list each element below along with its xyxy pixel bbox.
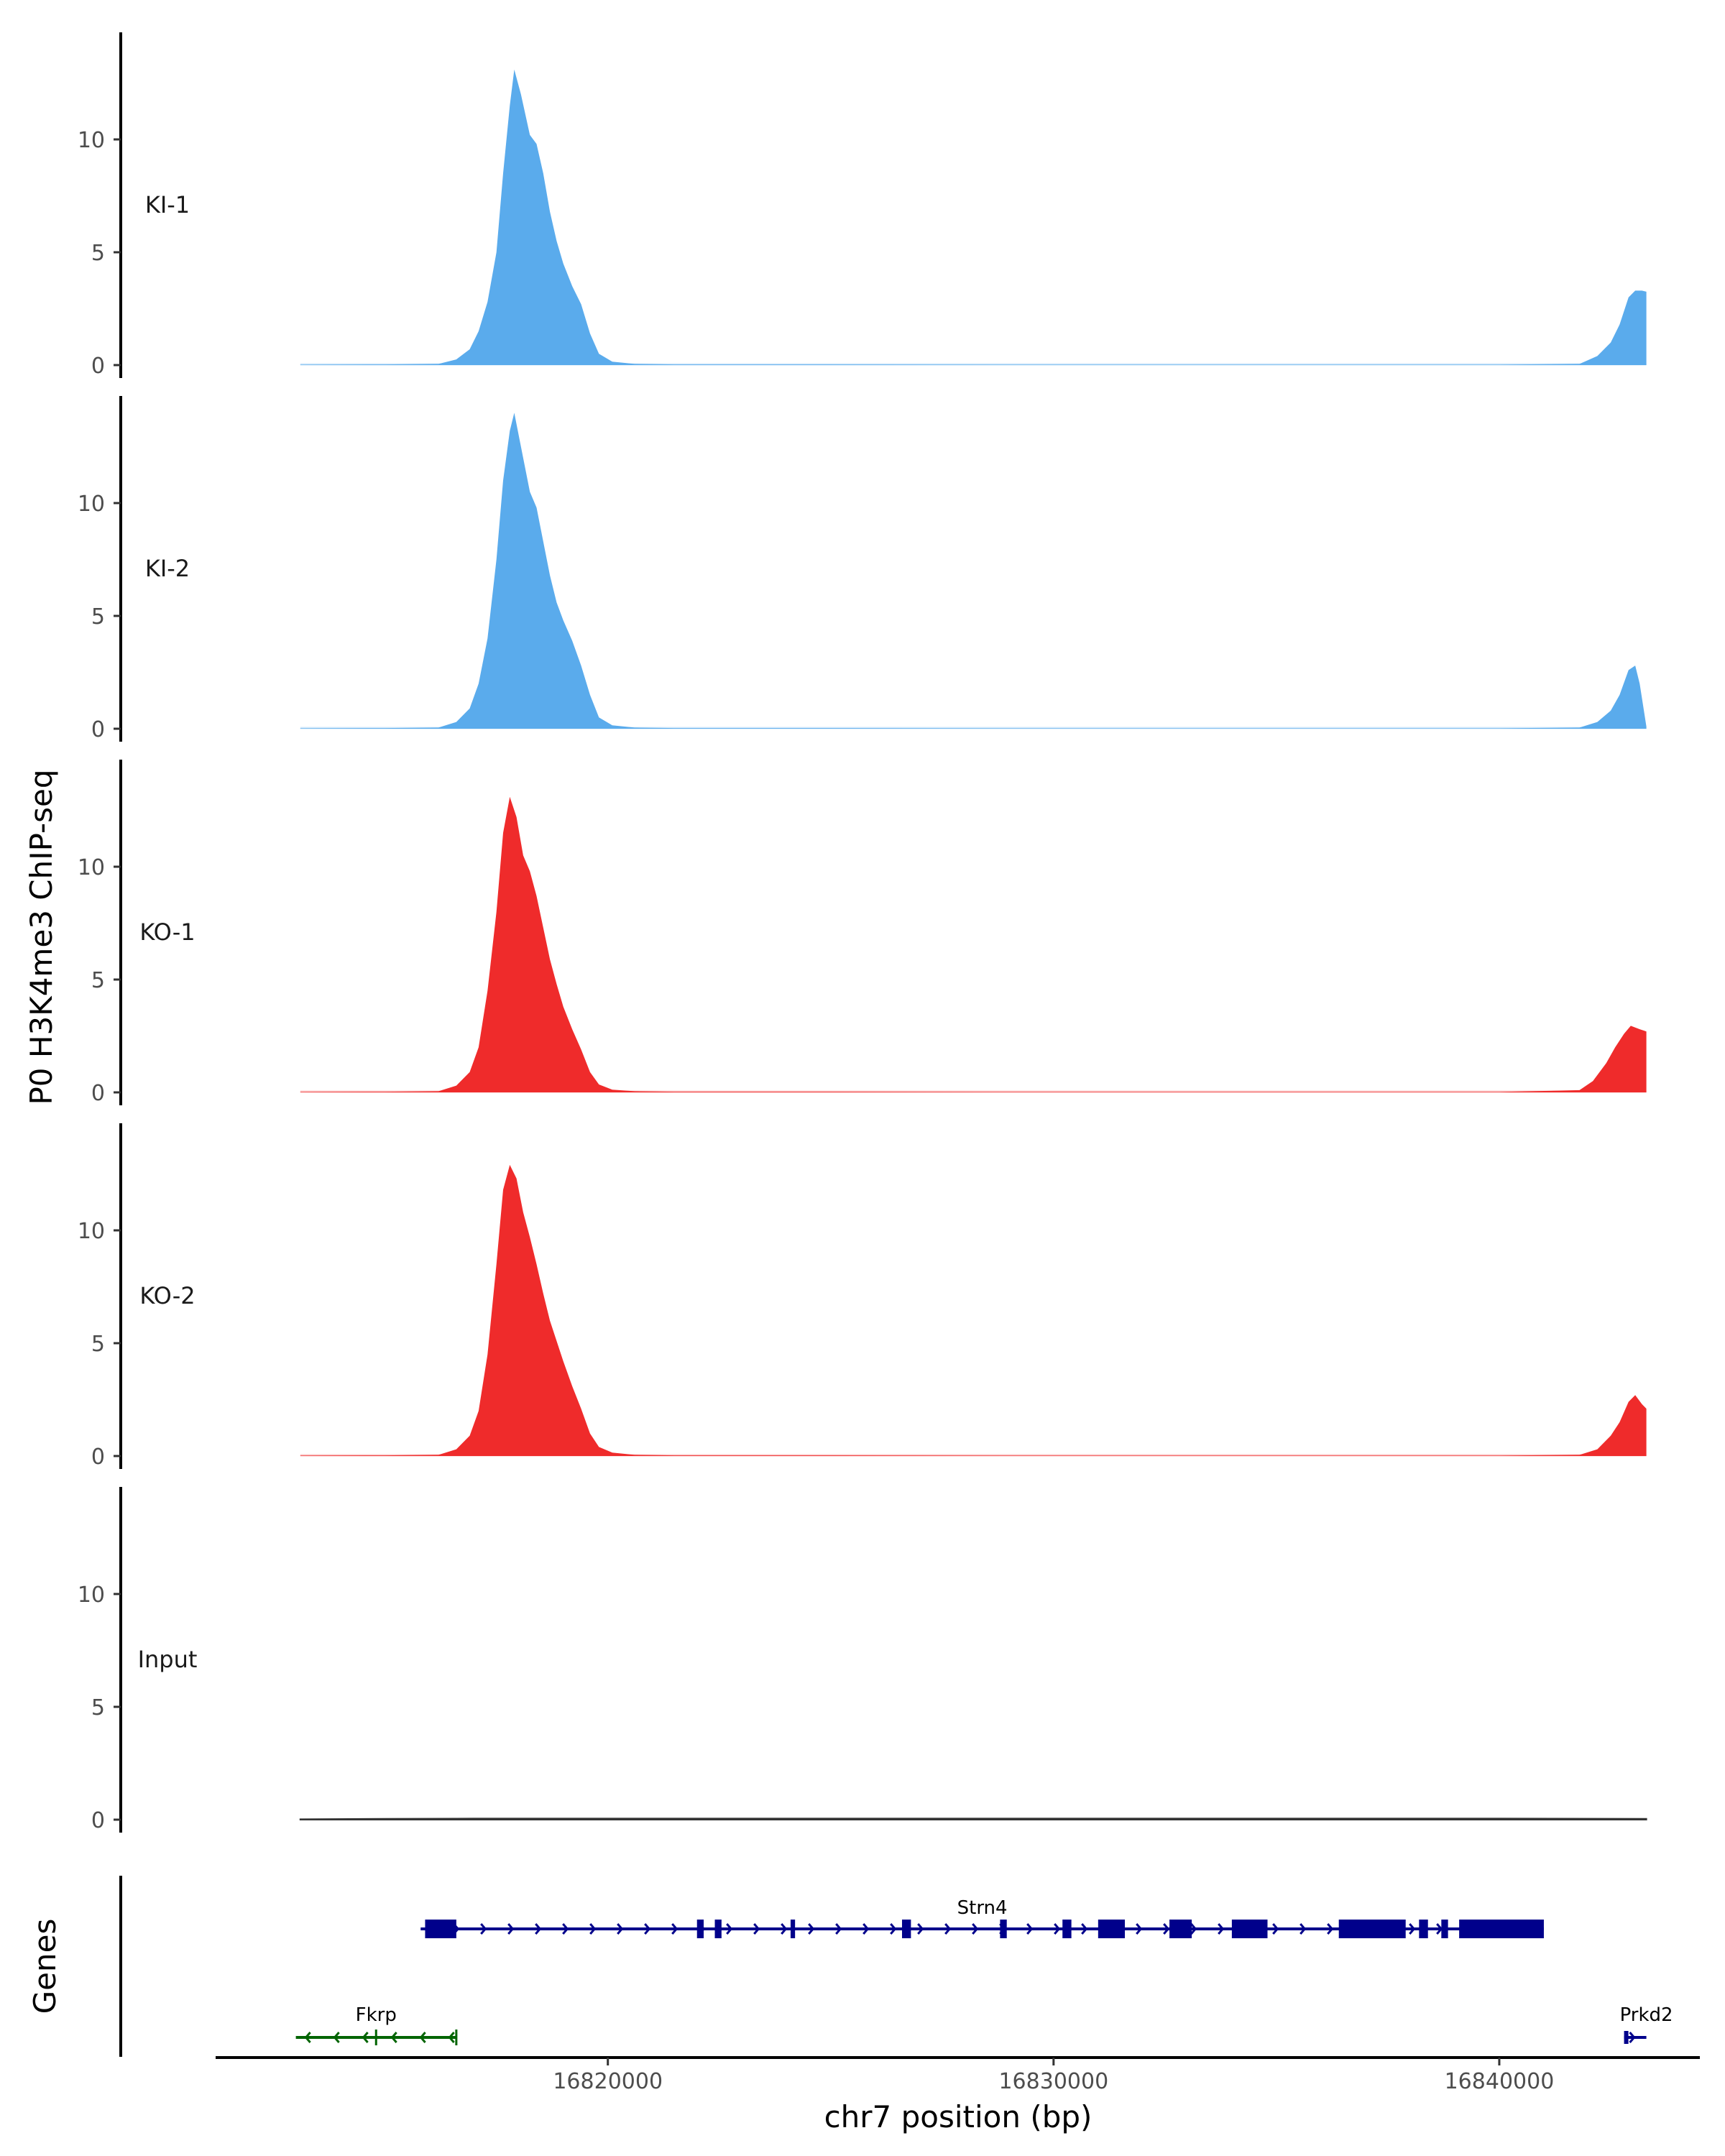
track-label: KI-1 — [145, 191, 190, 218]
strand-arrow — [944, 1923, 952, 1935]
strand-arrow — [480, 1923, 487, 1935]
signal-area — [300, 796, 1647, 1092]
exon — [790, 1920, 796, 1938]
y-tick-label: 0 — [91, 1808, 105, 1833]
strand-arrow — [1629, 2032, 1636, 2043]
strand-arrow — [362, 2032, 369, 2043]
track-ki-2: 0 5 10 KI-2 — [78, 396, 1647, 742]
strand-arrow — [617, 1923, 624, 1935]
strand-arrow — [1409, 1923, 1416, 1935]
track-label: Input — [138, 1646, 198, 1673]
y-tick-label: 0 — [91, 354, 105, 379]
y-tick-label: 0 — [91, 1081, 105, 1106]
gene-label: Fkrp — [356, 2004, 397, 2026]
strand-arrow — [862, 1923, 870, 1935]
strand-arrow — [726, 1923, 733, 1935]
y-tick-label: 0 — [91, 1445, 105, 1470]
strand-arrow — [304, 2032, 311, 2043]
x-tick-label: 16840000 — [1445, 2069, 1555, 2094]
strand-arrow — [1218, 1923, 1225, 1935]
signal-tracks: 0 5 10 KI-1 0 5 10 KI-2 0 5 10 KO-1 0 5 10 KO-2 0 5 10 Inpu… — [78, 32, 1647, 1833]
strand-arrow — [1081, 1923, 1088, 1935]
exon — [1441, 1920, 1448, 1938]
exon — [901, 1920, 911, 1938]
strand-arrow — [671, 1923, 678, 1935]
strand-arrow — [1436, 1923, 1443, 1935]
y-tick-label: 5 — [91, 1695, 105, 1720]
strand-arrow — [1190, 1923, 1197, 1935]
track-input: 0 5 10 Input — [78, 1487, 1647, 1833]
y-tick-label: 10 — [78, 1219, 105, 1244]
strand-arrow — [1300, 1923, 1307, 1935]
strand-arrow — [562, 1923, 569, 1935]
strand-arrow — [1272, 1923, 1279, 1935]
exon — [1624, 2031, 1629, 2044]
gene-label: Strn4 — [957, 1897, 1008, 1919]
x-axis-title: chr7 position (bp) — [824, 2099, 1092, 2134]
strand-arrow — [1054, 1923, 1061, 1935]
strand-arrow — [1136, 1923, 1143, 1935]
strand-arrow — [448, 2032, 455, 2043]
exon — [696, 1920, 704, 1938]
strand-arrow — [390, 2032, 397, 2043]
strand-arrow — [808, 1923, 815, 1935]
strand-arrow — [589, 1923, 597, 1935]
genes-track-title: Genes — [27, 1919, 63, 2014]
strand-arrow — [835, 1923, 842, 1935]
y-tick-label: 10 — [78, 492, 105, 517]
exon — [714, 1920, 722, 1938]
exon — [425, 1920, 456, 1938]
exon — [1000, 1920, 1007, 1938]
y-tick-label: 10 — [78, 855, 105, 880]
exon — [1231, 1920, 1268, 1938]
gene-track: Strn4 Fkrp Prkd2 — [119, 1876, 1673, 2057]
track-label: KI-2 — [145, 555, 190, 582]
strand-arrow — [535, 1923, 542, 1935]
exon — [1062, 1920, 1072, 1938]
strand-arrow — [972, 1923, 979, 1935]
track-ki-1: 0 5 10 KI-1 — [78, 32, 1647, 379]
strand-arrow — [507, 1923, 515, 1935]
exon — [1338, 1920, 1406, 1938]
strand-arrow — [644, 1923, 651, 1935]
y-tick-label: 5 — [91, 1332, 105, 1357]
signal-area — [300, 413, 1647, 729]
strand-arrow — [1026, 1923, 1034, 1935]
exon — [1098, 1920, 1126, 1938]
strand-arrow — [1327, 1923, 1334, 1935]
strand-arrow — [890, 1923, 897, 1935]
signal-area — [300, 69, 1647, 365]
strand-arrow — [781, 1923, 788, 1935]
gene-label: Prkd2 — [1620, 2004, 1673, 2026]
track-ko-2: 0 5 10 KO-2 — [78, 1123, 1647, 1470]
y-tick-label: 5 — [91, 604, 105, 630]
exon — [1459, 1920, 1544, 1938]
strand-arrow — [753, 1923, 760, 1935]
exon — [1419, 1920, 1428, 1938]
y-tick-label: 0 — [91, 717, 105, 742]
y-tick-label: 5 — [91, 241, 105, 266]
track-label: KO-2 — [139, 1282, 195, 1309]
y-axis-title: P0 H3K4me3 ChIP-seq — [24, 769, 59, 1105]
y-tick-label: 5 — [91, 968, 105, 993]
y-tick-label: 10 — [78, 1583, 105, 1608]
exon — [1169, 1920, 1192, 1938]
signal-area — [299, 1818, 1647, 1820]
x-tick-label: 16830000 — [998, 2069, 1108, 2094]
strand-arrow — [333, 2032, 340, 2043]
strand-arrow — [917, 1923, 924, 1935]
strand-arrow — [1163, 1923, 1170, 1935]
y-tick-label: 10 — [78, 128, 105, 153]
track-ko-1: 0 5 10 KO-1 — [78, 760, 1647, 1106]
gene-fkrp: Fkrp — [295, 2004, 458, 2045]
x-tick-label: 16820000 — [553, 2069, 663, 2094]
x-axis: 16820000 16830000 16840000 — [216, 2056, 1700, 2094]
strand-arrow — [419, 2032, 426, 2043]
gene-strn4: Strn4 — [420, 1897, 1544, 1938]
gene-prkd2: Prkd2 — [1620, 2004, 1673, 2044]
track-label: KO-1 — [139, 918, 195, 946]
signal-area — [300, 1164, 1647, 1456]
